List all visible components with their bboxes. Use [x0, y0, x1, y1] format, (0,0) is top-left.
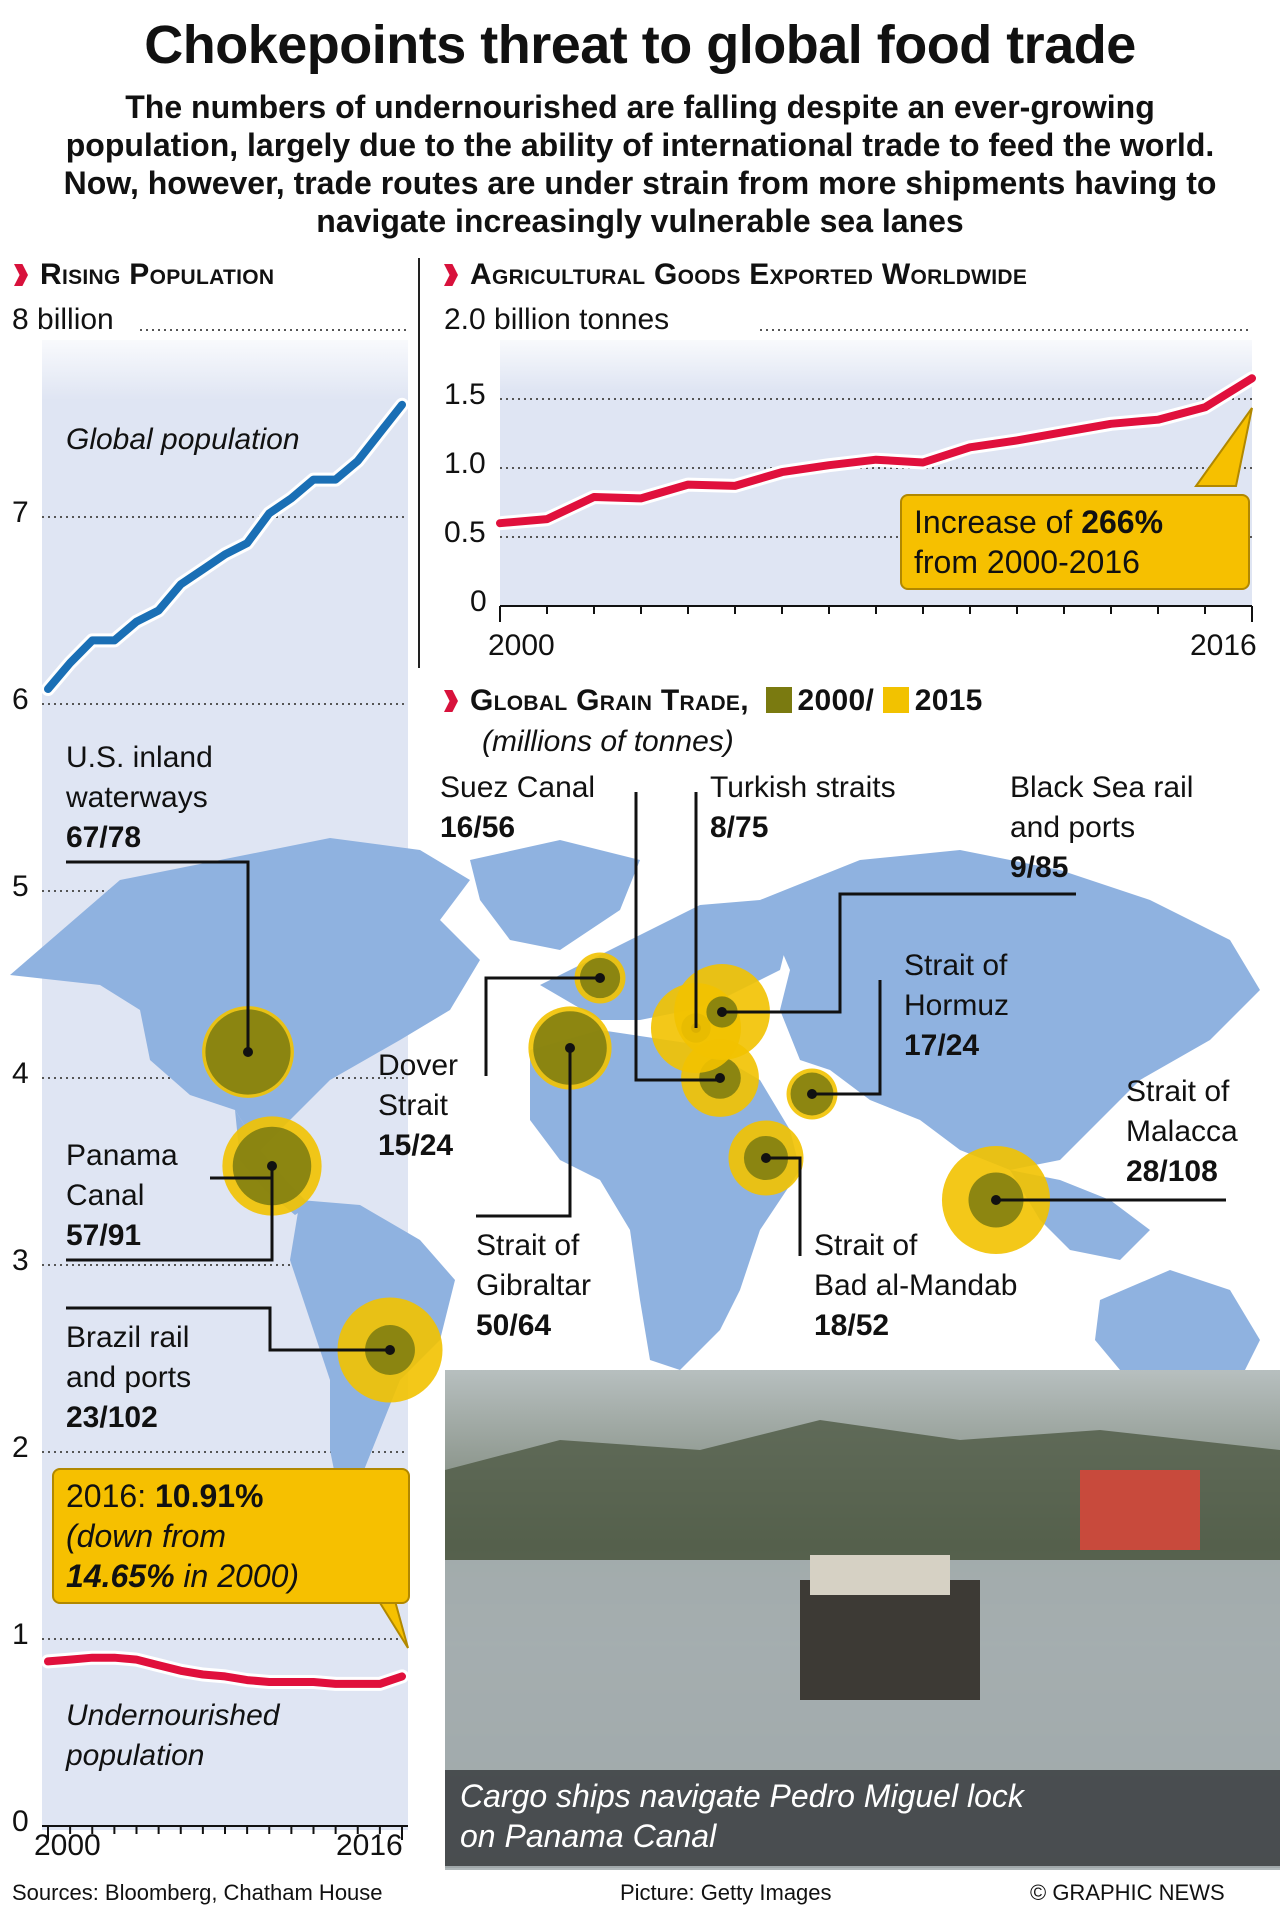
population-x-tick-end: 2016	[336, 1829, 403, 1862]
leader-line	[476, 1048, 572, 1218]
leader-line	[66, 860, 250, 1052]
label-brazil: Brazil rail and ports 23/102	[66, 1321, 192, 1434]
callout-prefix: 2016:	[66, 1478, 155, 1514]
leader-line	[66, 1306, 390, 1352]
exports-y-tick: 1.5	[444, 378, 486, 411]
map-asia	[760, 850, 1260, 1170]
legend-swatch-2000	[765, 687, 792, 713]
exports-y-tick: 0	[470, 585, 487, 618]
map-north-america	[10, 838, 480, 1150]
exports-top-tick: 2.0 billion tonnes	[444, 303, 670, 336]
label-gibraltar: Strait of Gibraltar 50/64	[476, 1229, 592, 1342]
footer-credit: © GRAPHIC NEWS	[1030, 1880, 1225, 1905]
population-y-tick: 1	[12, 1618, 29, 1651]
population-y-tick: 3	[12, 1244, 29, 1277]
leader-line	[812, 980, 882, 1096]
chevron-marker-icon	[14, 264, 28, 286]
label-suez: Suez Canal 16/56	[440, 771, 596, 844]
map-africa	[530, 1030, 800, 1370]
map-greenland	[470, 840, 640, 950]
label-hormuz: Strait of Hormuz 17/24	[904, 949, 1010, 1062]
population-x-tick-start: 2000	[34, 1829, 101, 1862]
label-dover: Dover Strait 15/24	[378, 1049, 459, 1162]
photo-red-ship	[1080, 1470, 1200, 1550]
world-map	[10, 838, 1260, 1500]
legend-swatch-2015	[882, 687, 909, 713]
callout-mid: (down from	[66, 1518, 227, 1554]
population-y-tick: 4	[12, 1057, 29, 1090]
footer-sources: Sources: Bloomberg, Chatham House	[12, 1880, 383, 1905]
exports-callout-tail	[1194, 407, 1253, 487]
callout-value2: 14.65%	[66, 1558, 175, 1594]
exports-callout: Increase of 266% from 2000-2016	[900, 494, 1250, 590]
map-australia	[1095, 1270, 1260, 1390]
leader-line	[66, 1166, 274, 1262]
photo-panama-canal	[445, 1370, 1280, 1870]
leader-line	[766, 1156, 802, 1256]
grain-unit: (millions of tonnes)	[482, 725, 734, 758]
photo-caption: Cargo ships navigate Pedro Miguel lock on…	[460, 1778, 1024, 1854]
undernourished-callout: 2016: 10.91% (down from 14.65% in 2000)	[52, 1468, 410, 1604]
population-y-tick: 5	[12, 870, 29, 903]
exports-plot-fade	[500, 340, 1252, 390]
exports-line	[496, 374, 1256, 528]
leader-line	[634, 792, 720, 1082]
legend-2015: 2015	[914, 684, 983, 717]
exports-x-tick-end: 2016	[1190, 629, 1257, 662]
exports-y-tick: 1.0	[444, 447, 486, 480]
callout-suffix: in 2000)	[183, 1558, 300, 1594]
exports-y-tick: 0.5	[444, 516, 486, 549]
page-title: Chokepoints threat to global food trade	[144, 15, 1136, 75]
label-black-sea: Black Sea rail and ports 9/85	[1010, 771, 1194, 884]
exports-x-tick-start: 2000	[488, 629, 555, 662]
legend-2000: 2000/	[797, 684, 875, 717]
grain-heading: Global Grain Trade, 2000/ 2015	[444, 684, 983, 718]
population-y-tick: 6	[12, 683, 29, 716]
callout-prefix: Increase of	[914, 504, 1082, 540]
chevron-marker-icon	[444, 690, 458, 712]
label-panama: Panama Canal 57/91	[66, 1139, 178, 1252]
chevron-marker-icon	[444, 264, 458, 286]
callout-value: 10.91%	[154, 1478, 264, 1514]
label-turkish: Turkish straits 8/75	[710, 771, 896, 844]
panel-divider	[418, 258, 420, 668]
undernourished-line	[44, 1653, 406, 1688]
exports-heading: Agricultural Goods Exported Worldwide	[444, 258, 1027, 292]
population-y-tick: 2	[12, 1431, 29, 1464]
undernourished-label: Undernourished population	[66, 1699, 280, 1772]
label-us-inland: U.S. inland waterways 67/78	[66, 741, 213, 854]
callout-suffix: from 2000-2016	[914, 544, 1140, 580]
leader-line	[484, 976, 600, 1076]
page-subtitle: The numbers of undernourished are fallin…	[63, 89, 1217, 239]
global-population-label: Global population	[66, 423, 300, 456]
population-y-tick: 7	[12, 496, 29, 529]
global-population-line	[44, 400, 406, 693]
callout-value: 266%	[1081, 504, 1164, 540]
population-y-tick: 0	[12, 1805, 29, 1838]
population-heading: Rising Population	[14, 258, 274, 292]
population-plot-fade	[42, 340, 408, 400]
leader-line	[722, 892, 1076, 1014]
label-malacca: Strait of Malacca 28/108	[1126, 1075, 1238, 1188]
label-bab-al-mandab: Strait of Bad al-Mandab 18/52	[814, 1229, 1018, 1342]
footer-picture: Picture: Getty Images	[620, 1880, 832, 1905]
photo-cargo-ship	[800, 1580, 980, 1700]
population-top-tick: 8 billion	[12, 303, 114, 336]
